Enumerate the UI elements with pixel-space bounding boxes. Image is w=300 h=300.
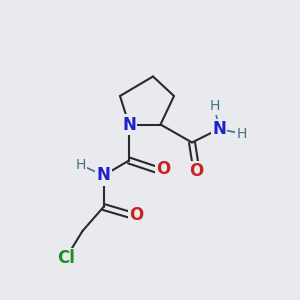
Text: Cl: Cl: [57, 249, 75, 267]
Text: H: H: [209, 100, 220, 113]
Text: O: O: [129, 206, 144, 224]
Text: H: H: [236, 127, 247, 140]
Text: O: O: [156, 160, 171, 178]
Text: N: N: [212, 120, 226, 138]
Text: N: N: [97, 167, 110, 184]
Text: N: N: [122, 116, 136, 134]
Text: H: H: [76, 158, 86, 172]
Text: O: O: [189, 162, 204, 180]
